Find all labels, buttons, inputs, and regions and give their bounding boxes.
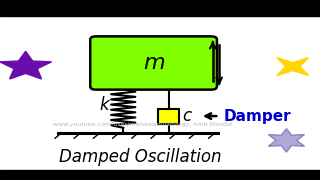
Text: www.youtube.com/user/mandalamitenergy, Amit Mandal: www.youtube.com/user/mandalamitenergy, A…: [53, 122, 232, 127]
Bar: [158, 109, 179, 124]
Polygon shape: [277, 58, 308, 75]
Text: k: k: [99, 96, 109, 114]
Polygon shape: [268, 129, 304, 152]
Text: Damper: Damper: [224, 109, 292, 124]
Text: Damped Oscillation: Damped Oscillation: [59, 148, 222, 166]
Text: m: m: [143, 53, 164, 73]
FancyBboxPatch shape: [90, 36, 217, 90]
Polygon shape: [0, 51, 52, 79]
Text: c: c: [183, 107, 192, 125]
